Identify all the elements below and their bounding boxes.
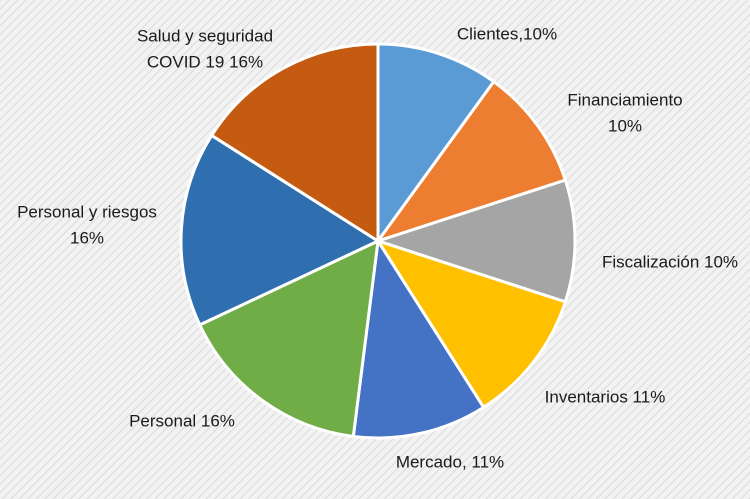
data-label: Clientes,10%: [457, 24, 557, 43]
pie-slice: [197, 238, 380, 439]
pie-slice: [373, 178, 577, 304]
data-label: 10%: [608, 116, 642, 135]
pie-slice: [209, 42, 380, 244]
data-label: Financiamiento: [567, 90, 682, 109]
pie-slice: [179, 133, 382, 327]
data-label: Mercado, 11%: [396, 452, 504, 471]
pie-slice: [376, 42, 496, 246]
pie-slice: [351, 236, 486, 440]
data-label: Inventarios 11%: [545, 387, 666, 406]
data-label: Salud y seguridad: [137, 26, 273, 45]
data-label: 16%: [70, 228, 104, 247]
pie-slice: [374, 79, 568, 244]
data-label: COVID 19 16%: [147, 52, 263, 71]
data-label: Personal 16%: [129, 411, 235, 430]
data-label: Personal y riesgos: [17, 202, 157, 221]
pie-slice: [374, 238, 568, 410]
data-label: Fiscalización 10%: [602, 252, 738, 271]
